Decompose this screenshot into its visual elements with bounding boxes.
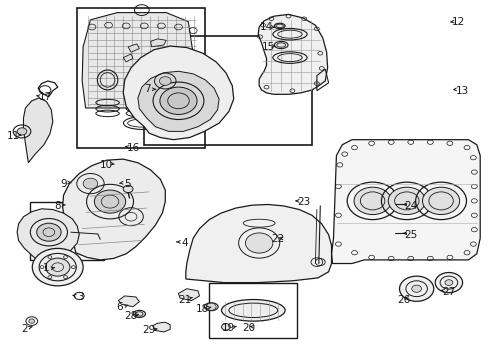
Text: 27: 27 — [441, 287, 455, 297]
Text: 28: 28 — [124, 311, 138, 321]
Text: 5: 5 — [123, 179, 130, 189]
Text: 16: 16 — [126, 143, 140, 153]
Circle shape — [17, 128, 27, 135]
Text: 24: 24 — [403, 201, 417, 211]
Polygon shape — [331, 140, 479, 264]
Text: 21: 21 — [178, 294, 191, 305]
Text: 12: 12 — [451, 17, 465, 27]
Polygon shape — [123, 54, 133, 62]
Bar — [400, 201, 407, 238]
Ellipse shape — [133, 310, 145, 318]
Ellipse shape — [274, 23, 285, 28]
Polygon shape — [128, 44, 139, 52]
Text: 19: 19 — [222, 323, 235, 333]
Text: 8: 8 — [54, 201, 61, 211]
Bar — [144, 36, 311, 145]
Circle shape — [29, 319, 35, 323]
Polygon shape — [17, 209, 79, 259]
Text: 3: 3 — [77, 292, 84, 302]
Bar — [209, 283, 297, 338]
Polygon shape — [185, 204, 331, 283]
Text: 1: 1 — [43, 263, 50, 273]
Circle shape — [411, 285, 421, 292]
Text: 10: 10 — [100, 160, 113, 170]
Circle shape — [160, 87, 197, 114]
Circle shape — [399, 276, 433, 301]
Polygon shape — [258, 14, 327, 94]
Circle shape — [83, 178, 98, 189]
Circle shape — [221, 324, 230, 330]
Circle shape — [444, 280, 452, 285]
Text: 14: 14 — [259, 22, 273, 32]
Circle shape — [245, 233, 272, 253]
Circle shape — [434, 273, 462, 293]
Text: 29: 29 — [142, 325, 156, 336]
Polygon shape — [138, 71, 219, 131]
Text: 15: 15 — [261, 42, 274, 52]
Circle shape — [123, 185, 133, 193]
Bar — [77, 8, 205, 148]
Polygon shape — [118, 296, 139, 307]
Circle shape — [159, 77, 171, 85]
Text: 13: 13 — [454, 86, 468, 96]
Text: 20: 20 — [242, 323, 254, 333]
Circle shape — [45, 258, 70, 276]
Polygon shape — [23, 98, 53, 163]
Text: 2: 2 — [21, 324, 28, 334]
Text: 25: 25 — [403, 230, 417, 240]
Text: 23: 23 — [297, 197, 310, 207]
Circle shape — [37, 223, 61, 241]
Circle shape — [32, 248, 83, 286]
Circle shape — [387, 187, 425, 215]
Polygon shape — [178, 289, 199, 301]
Polygon shape — [150, 39, 166, 47]
Bar — [30, 202, 103, 260]
Circle shape — [94, 190, 125, 213]
Text: 11: 11 — [7, 131, 20, 141]
Text: 7: 7 — [144, 84, 151, 94]
Circle shape — [206, 303, 216, 310]
Text: 22: 22 — [270, 234, 284, 244]
Circle shape — [353, 187, 390, 215]
Text: 26: 26 — [396, 294, 409, 305]
Text: 6: 6 — [116, 302, 123, 312]
Text: 4: 4 — [181, 238, 188, 248]
Ellipse shape — [221, 300, 285, 321]
Text: 9: 9 — [60, 179, 67, 189]
Polygon shape — [62, 159, 165, 260]
Polygon shape — [152, 322, 170, 332]
Ellipse shape — [276, 43, 285, 47]
Polygon shape — [123, 46, 233, 140]
Text: 17: 17 — [38, 92, 52, 102]
Polygon shape — [82, 13, 200, 108]
Circle shape — [422, 187, 459, 215]
Text: 18: 18 — [196, 304, 209, 314]
